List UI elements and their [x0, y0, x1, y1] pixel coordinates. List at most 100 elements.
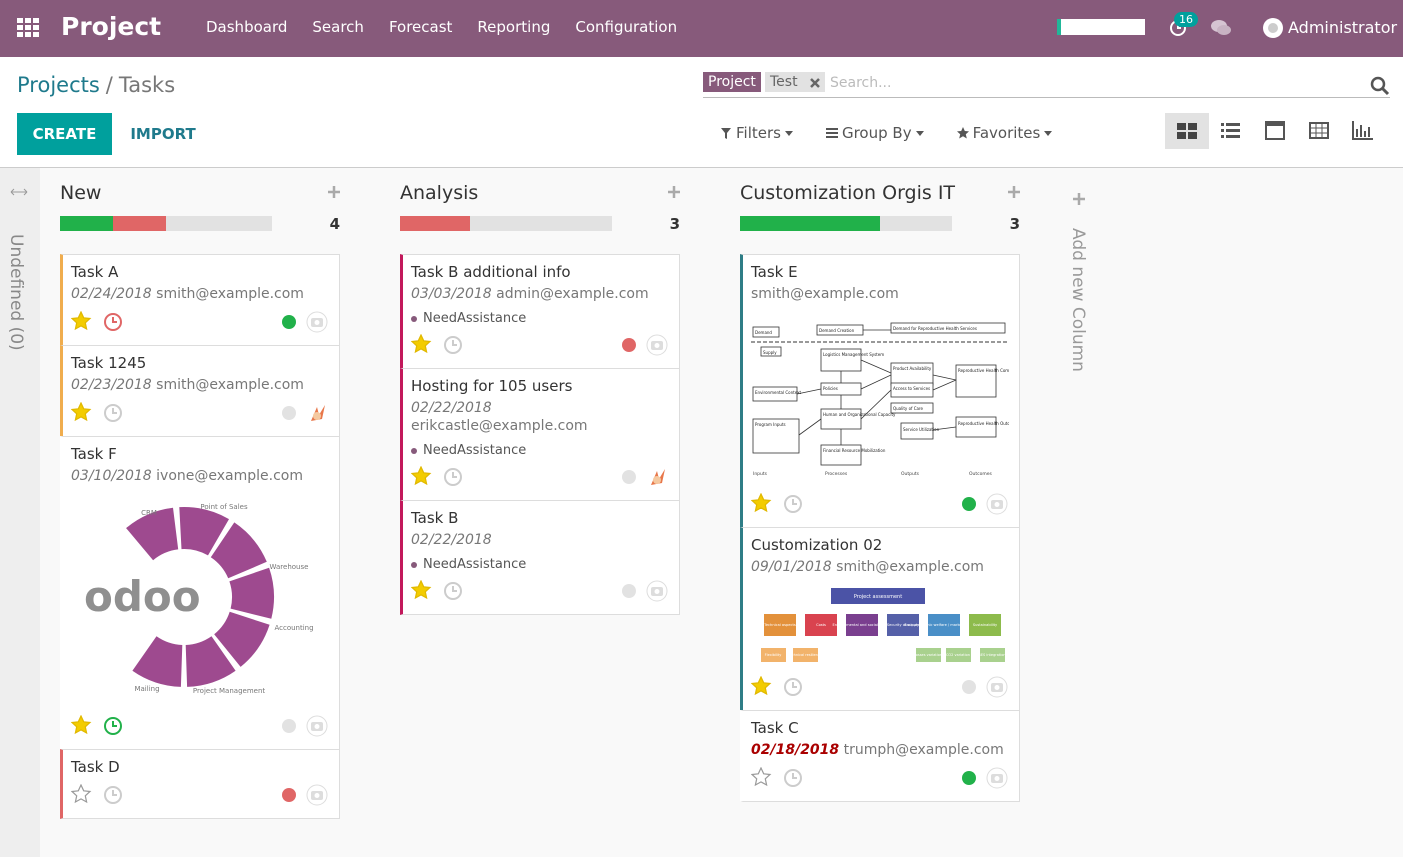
- icon-shape: [622, 338, 636, 352]
- priority-star[interactable]: [71, 715, 93, 737]
- kanban-state[interactable]: [961, 679, 977, 695]
- view-switcher[interactable]: [1165, 113, 1390, 149]
- deadline-clock[interactable]: [782, 767, 804, 789]
- task-card[interactable]: Task F 03/10/2018 ivone@example.com odoo CR…: [60, 436, 340, 750]
- add-column[interactable]: Add new Column: [1068, 228, 1088, 372]
- deadline-clock[interactable]: [102, 784, 124, 806]
- icon-shape: [792, 499, 797, 505]
- add-card-icon[interactable]: [1008, 186, 1020, 198]
- add-card-icon[interactable]: [668, 186, 680, 198]
- add-card-icon[interactable]: [328, 186, 340, 198]
- icon-shape: [314, 793, 320, 798]
- kanban-state[interactable]: [281, 314, 297, 330]
- kanban-state[interactable]: [281, 787, 297, 803]
- deadline-clock[interactable]: [102, 402, 124, 424]
- kanban-state[interactable]: [281, 718, 297, 734]
- image-segment: [229, 567, 274, 619]
- priority-star[interactable]: [411, 580, 433, 602]
- task-email: ivone@example.com: [156, 468, 303, 484]
- create-button[interactable]: CREATE: [17, 113, 112, 155]
- menu-item[interactable]: Search: [312, 18, 364, 36]
- search-option-label[interactable]: Group By: [841, 124, 912, 142]
- image-arrow: [932, 379, 957, 391]
- menu-item[interactable]: Reporting: [477, 18, 551, 36]
- kanban-state[interactable]: [281, 405, 297, 421]
- assignee-avatar[interactable]: [305, 401, 329, 425]
- icon-shape: [314, 320, 320, 325]
- deadline-clock[interactable]: [782, 493, 804, 515]
- facet-remove[interactable]: [810, 78, 820, 88]
- assignee-avatar[interactable]: [305, 714, 329, 738]
- assignee-avatar[interactable]: [645, 465, 669, 489]
- menu-item[interactable]: Forecast: [388, 18, 453, 36]
- kanban-state[interactable]: [961, 770, 977, 786]
- progress-blocked: [400, 216, 470, 231]
- task-card[interactable]: Customization 02 09/01/2018 smith@example…: [740, 527, 1020, 711]
- image-box: [916, 648, 941, 662]
- assignee-avatar[interactable]: [985, 492, 1009, 516]
- icon-shape: [751, 676, 772, 696]
- image-label: Flexibility: [765, 653, 782, 657]
- icon-shape: [825, 128, 838, 138]
- deadline-clock[interactable]: [442, 466, 464, 488]
- image-label: Point of Sales: [200, 503, 248, 511]
- menu-item[interactable]: Configuration: [575, 18, 678, 36]
- kanban-board: Undefined (0) Add new Column New 4 Task A 0…: [0, 168, 1403, 857]
- task-card[interactable]: Task E smith@example.com Demand Demand Crea…: [740, 254, 1020, 528]
- deadline-clock[interactable]: [102, 311, 124, 333]
- priority-star[interactable]: [751, 767, 773, 789]
- deadline-clock[interactable]: [102, 715, 124, 737]
- search-option[interactable]: Filters: [720, 124, 793, 142]
- kanban-state[interactable]: [961, 496, 977, 512]
- assignee-avatar[interactable]: [305, 783, 329, 807]
- breadcrumb-parent[interactable]: Projects: [17, 73, 100, 97]
- priority-star[interactable]: [71, 402, 93, 424]
- assignee-avatar[interactable]: [645, 579, 669, 603]
- deadline-clock[interactable]: [442, 334, 464, 356]
- add-column-icon[interactable]: [1073, 193, 1085, 205]
- task-card[interactable]: Task C 02/18/2018 trumph@example.com: [740, 710, 1020, 802]
- assignee-avatar[interactable]: [985, 675, 1009, 699]
- assignee-avatar[interactable]: [985, 766, 1009, 790]
- deadline-clock[interactable]: [442, 580, 464, 602]
- image-label: Service Utilization: [903, 427, 940, 432]
- task-card[interactable]: Hosting for 105 users 02/22/2018 erikcast…: [400, 368, 680, 501]
- icon-shape: [792, 773, 797, 779]
- user-name[interactable]: Administrator: [1288, 18, 1398, 37]
- app-name[interactable]: Project: [61, 12, 162, 41]
- chat-icon[interactable]: [1210, 19, 1232, 37]
- priority-star[interactable]: [751, 676, 773, 698]
- search-option-label[interactable]: Filters: [736, 124, 781, 142]
- unfold-icon[interactable]: [10, 188, 28, 196]
- task-card[interactable]: Task D: [60, 749, 340, 819]
- search-bar[interactable]: Project Test Search...: [703, 71, 1390, 98]
- search-placeholder[interactable]: Search...: [830, 75, 892, 91]
- deadline-clock[interactable]: [782, 676, 804, 698]
- task-card[interactable]: Task B additional info 03/03/2018 admin@e…: [400, 254, 680, 369]
- assignee-avatar[interactable]: [645, 333, 669, 357]
- folded-column[interactable]: Undefined (0): [0, 168, 40, 857]
- task-card[interactable]: Task 1245 02/23/2018 smith@example.com: [60, 345, 340, 437]
- priority-star[interactable]: [751, 493, 773, 515]
- kanban-state[interactable]: [621, 337, 637, 353]
- priority-star[interactable]: [71, 311, 93, 333]
- user-avatar[interactable]: [1263, 18, 1283, 38]
- priority-star[interactable]: [71, 784, 93, 806]
- apps-icon[interactable]: [17, 18, 39, 38]
- kanban-state[interactable]: [621, 469, 637, 485]
- menu-item[interactable]: Dashboard: [206, 18, 288, 36]
- import-button[interactable]: IMPORT: [130, 125, 196, 143]
- search-option-label[interactable]: Favorites: [972, 124, 1041, 142]
- icon-shape: [622, 584, 636, 598]
- assignee-avatar[interactable]: [305, 310, 329, 334]
- timer-input[interactable]: [1057, 19, 1145, 35]
- priority-star[interactable]: [411, 334, 433, 356]
- kanban-state[interactable]: [621, 583, 637, 599]
- search-icon[interactable]: [1370, 76, 1390, 96]
- folded-column-title[interactable]: Undefined (0): [6, 234, 26, 351]
- search-option[interactable]: Group By: [825, 124, 924, 142]
- task-card[interactable]: Task A 02/24/2018 smith@example.com: [60, 254, 340, 346]
- priority-star[interactable]: [411, 466, 433, 488]
- task-card[interactable]: Task B 02/22/2018 NeedAssistance: [400, 500, 680, 615]
- search-option[interactable]: Favorites: [956, 124, 1053, 142]
